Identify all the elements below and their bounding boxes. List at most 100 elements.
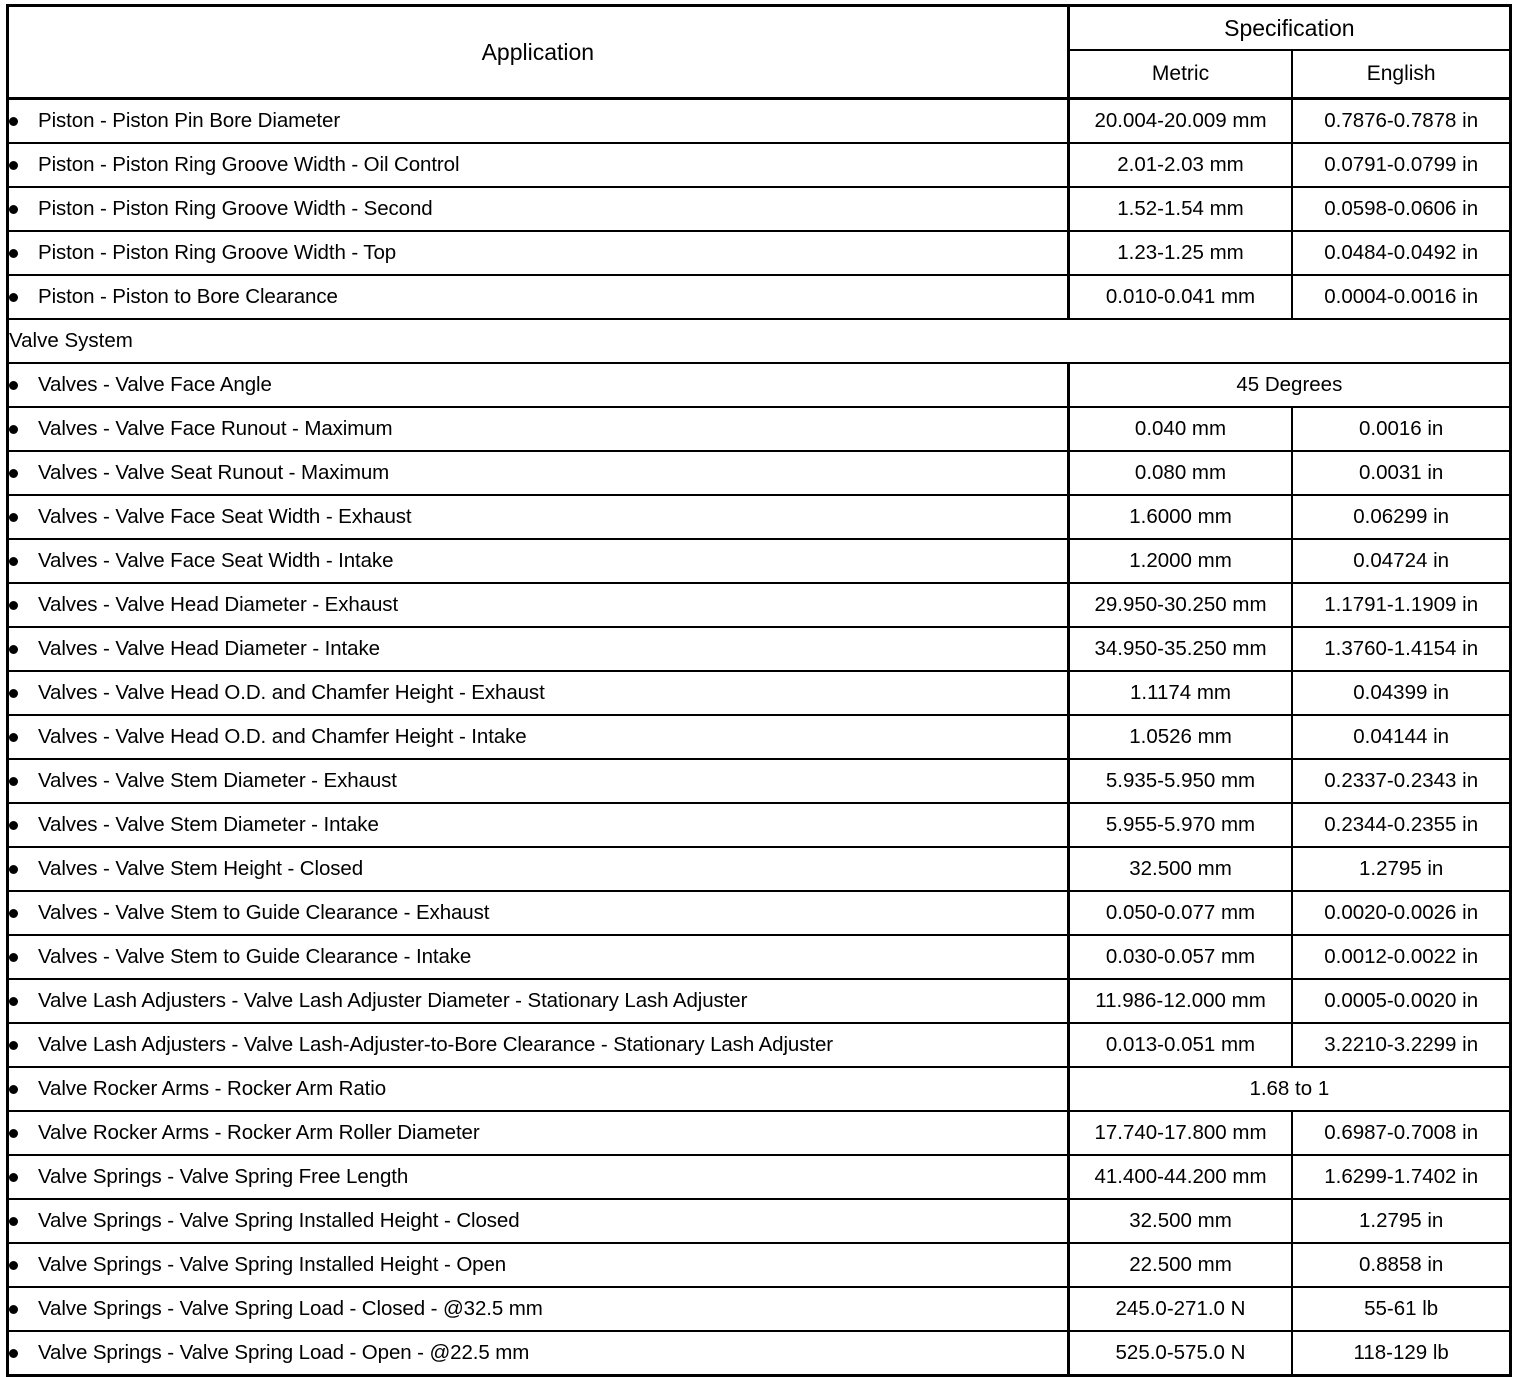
- bullet-row: Valves - Valve Face Runout - Maximum: [9, 417, 1067, 441]
- application-cell: Valve Rocker Arms - Rocker Arm Roller Di…: [6, 1110, 1070, 1156]
- application-cell: Valves - Valve Seat Runout - Maximum: [6, 450, 1070, 496]
- application-cell: Valves - Valve Face Angle: [6, 362, 1070, 408]
- english-value-cell: 55-61 lb: [1291, 1286, 1512, 1332]
- engine-specification-table: Application Specification Metric English…: [6, 4, 1512, 1377]
- bullet-icon: [9, 204, 18, 214]
- bullet-row: Valves - Valve Head O.D. and Chamfer Hei…: [9, 681, 1067, 705]
- english-value-cell: 0.04399 in: [1291, 670, 1512, 716]
- bullet-icon: [9, 1260, 18, 1270]
- english-value-cell: 0.8858 in: [1291, 1242, 1512, 1288]
- bullet-row: Valves - Valve Head Diameter - Intake: [9, 637, 1067, 661]
- bullet-icon: [9, 1040, 18, 1050]
- english-value-cell: 1.3760-1.4154 in: [1291, 626, 1512, 672]
- application-cell: Valve Springs - Valve Spring Free Length: [6, 1154, 1070, 1200]
- english-value-cell: 0.0031 in: [1291, 450, 1512, 496]
- table-row: Valve Springs - Valve Spring Installed H…: [6, 1242, 1512, 1288]
- bullet-icon: [9, 1304, 18, 1314]
- column-header-metric: Metric: [1067, 49, 1294, 100]
- table-row: Valves - Valve Stem Diameter - Exhaust 5.…: [6, 758, 1512, 804]
- metric-value-cell: 34.950-35.250 mm: [1067, 626, 1294, 672]
- application-label: Valve Springs - Valve Spring Installed H…: [38, 1253, 507, 1276]
- table-row: Valve Springs - Valve Spring Free Length…: [6, 1154, 1512, 1200]
- bullet-icon: [9, 292, 18, 302]
- metric-value-cell: 0.040 mm: [1067, 406, 1294, 452]
- application-cell: Piston - Piston Ring Groove Width - Seco…: [6, 186, 1070, 232]
- english-value-cell: 0.2344-0.2355 in: [1291, 802, 1512, 848]
- bullet-icon: [9, 1084, 18, 1094]
- table-row: Valves - Valve Seat Runout - Maximum 0.08…: [6, 450, 1512, 496]
- application-cell: Valves - Valve Head O.D. and Chamfer Hei…: [6, 670, 1070, 716]
- specification-table-container: Application Specification Metric English…: [6, 4, 1512, 1377]
- bullet-row: Valves - Valve Seat Runout - Maximum: [9, 461, 1067, 485]
- bullet-icon: [9, 600, 18, 610]
- metric-value-cell: 2.01-2.03 mm: [1067, 142, 1294, 188]
- column-header-english: English: [1291, 49, 1512, 100]
- bullet-row: Piston - Piston Pin Bore Diameter: [9, 109, 1067, 133]
- bullet-row: Valve Springs - Valve Spring Installed H…: [9, 1209, 1067, 1233]
- bullet-row: Valves - Valve Stem Height - Closed: [9, 857, 1067, 881]
- bullet-icon: [9, 952, 18, 962]
- table-body: Piston - Piston Pin Bore Diameter 20.004-…: [6, 97, 1512, 1377]
- metric-value-cell: 0.013-0.051 mm: [1067, 1022, 1294, 1068]
- metric-value-cell: 22.500 mm: [1067, 1242, 1294, 1288]
- application-cell: Piston - Piston Ring Groove Width - Oil …: [6, 142, 1070, 188]
- english-value-cell: 0.0020-0.0026 in: [1291, 890, 1512, 936]
- metric-value-cell: 0.050-0.077 mm: [1067, 890, 1294, 936]
- english-value-cell: 0.2337-0.2343 in: [1291, 758, 1512, 804]
- application-label: Piston - Piston to Bore Clearance: [38, 285, 338, 308]
- application-cell: Valves - Valve Stem to Guide Clearance -…: [6, 934, 1070, 980]
- application-cell: Valves - Valve Face Seat Width - Exhaust: [6, 494, 1070, 540]
- bullet-row: Valves - Valve Stem Diameter - Exhaust: [9, 769, 1067, 793]
- bullet-row: Piston - Piston to Bore Clearance: [9, 285, 1067, 309]
- english-value-cell: 1.2795 in: [1291, 1198, 1512, 1244]
- bullet-icon: [9, 248, 18, 258]
- application-cell: Valves - Valve Stem to Guide Clearance -…: [6, 890, 1070, 936]
- table-row: Valves - Valve Face Runout - Maximum 0.04…: [6, 406, 1512, 452]
- column-header-application: Application: [6, 4, 1070, 100]
- english-value-cell: 0.0016 in: [1291, 406, 1512, 452]
- table-row: Piston - Piston Pin Bore Diameter 20.004-…: [6, 97, 1512, 144]
- application-label: Piston - Piston Ring Groove Width - Top: [38, 241, 397, 264]
- metric-value-cell: 1.2000 mm: [1067, 538, 1294, 584]
- bullet-row: Valves - Valve Face Angle: [9, 373, 1067, 397]
- application-label: Valves - Valve Head O.D. and Chamfer Hei…: [38, 681, 545, 704]
- table-row: Valve Springs - Valve Spring Load - Open…: [6, 1330, 1512, 1377]
- table-row: Valves - Valve Stem Height - Closed 32.50…: [6, 846, 1512, 892]
- bullet-icon: [9, 116, 18, 126]
- application-cell: Valves - Valve Face Runout - Maximum: [6, 406, 1070, 452]
- column-header-specification: Specification: [1067, 4, 1512, 51]
- bullet-row: Valve Rocker Arms - Rocker Arm Roller Di…: [9, 1121, 1067, 1145]
- table-row: Valve Lash Adjusters - Valve Lash Adjust…: [6, 978, 1512, 1024]
- table-row: Piston - Piston Ring Groove Width - Oil …: [6, 142, 1512, 188]
- application-label: Valve Lash Adjusters - Valve Lash Adjust…: [38, 989, 748, 1012]
- metric-value-cell: 11.986-12.000 mm: [1067, 978, 1294, 1024]
- bullet-row: Valves - Valve Stem Diameter - Intake: [9, 813, 1067, 837]
- bullet-row: Valves - Valve Stem to Guide Clearance -…: [9, 945, 1067, 969]
- bullet-row: Valve Rocker Arms - Rocker Arm Ratio: [9, 1077, 1067, 1101]
- application-label: Valve Rocker Arms - Rocker Arm Ratio: [38, 1077, 387, 1100]
- table-row: Valves - Valve Face Seat Width - Intake 1…: [6, 538, 1512, 584]
- table-row: Piston - Piston Ring Groove Width - Seco…: [6, 186, 1512, 232]
- table-row: Valves - Valve Head Diameter - Intake 34.…: [6, 626, 1512, 672]
- application-cell: Valves - Valve Stem Diameter - Intake: [6, 802, 1070, 848]
- bullet-row: Piston - Piston Ring Groove Width - Top: [9, 241, 1067, 265]
- bullet-icon: [9, 820, 18, 830]
- bullet-icon: [9, 556, 18, 566]
- table-row: Valve Springs - Valve Spring Load - Clos…: [6, 1286, 1512, 1332]
- metric-value-cell: 1.0526 mm: [1067, 714, 1294, 760]
- bullet-row: Valves - Valve Head Diameter - Exhaust: [9, 593, 1067, 617]
- english-value-cell: 0.0005-0.0020 in: [1291, 978, 1512, 1024]
- application-label: Valves - Valve Stem to Guide Clearance -…: [38, 945, 472, 968]
- bullet-row: Valves - Valve Face Seat Width - Exhaust: [9, 505, 1067, 529]
- bullet-icon: [9, 1348, 18, 1358]
- table-section-row: Valve System: [6, 318, 1512, 364]
- table-row: Valves - Valve Head O.D. and Chamfer Hei…: [6, 714, 1512, 760]
- metric-value-cell: 41.400-44.200 mm: [1067, 1154, 1294, 1200]
- table-row: Valves - Valve Face Angle 45 Degrees: [6, 362, 1512, 408]
- application-cell: Valves - Valve Stem Height - Closed: [6, 846, 1070, 892]
- application-label: Valves - Valve Head O.D. and Chamfer Hei…: [38, 725, 527, 748]
- section-header-label: Valve System: [6, 318, 1512, 364]
- english-value-cell: 0.04724 in: [1291, 538, 1512, 584]
- bullet-row: Valves - Valve Face Seat Width - Intake: [9, 549, 1067, 573]
- bullet-row: Valve Springs - Valve Spring Load - Open…: [9, 1341, 1067, 1365]
